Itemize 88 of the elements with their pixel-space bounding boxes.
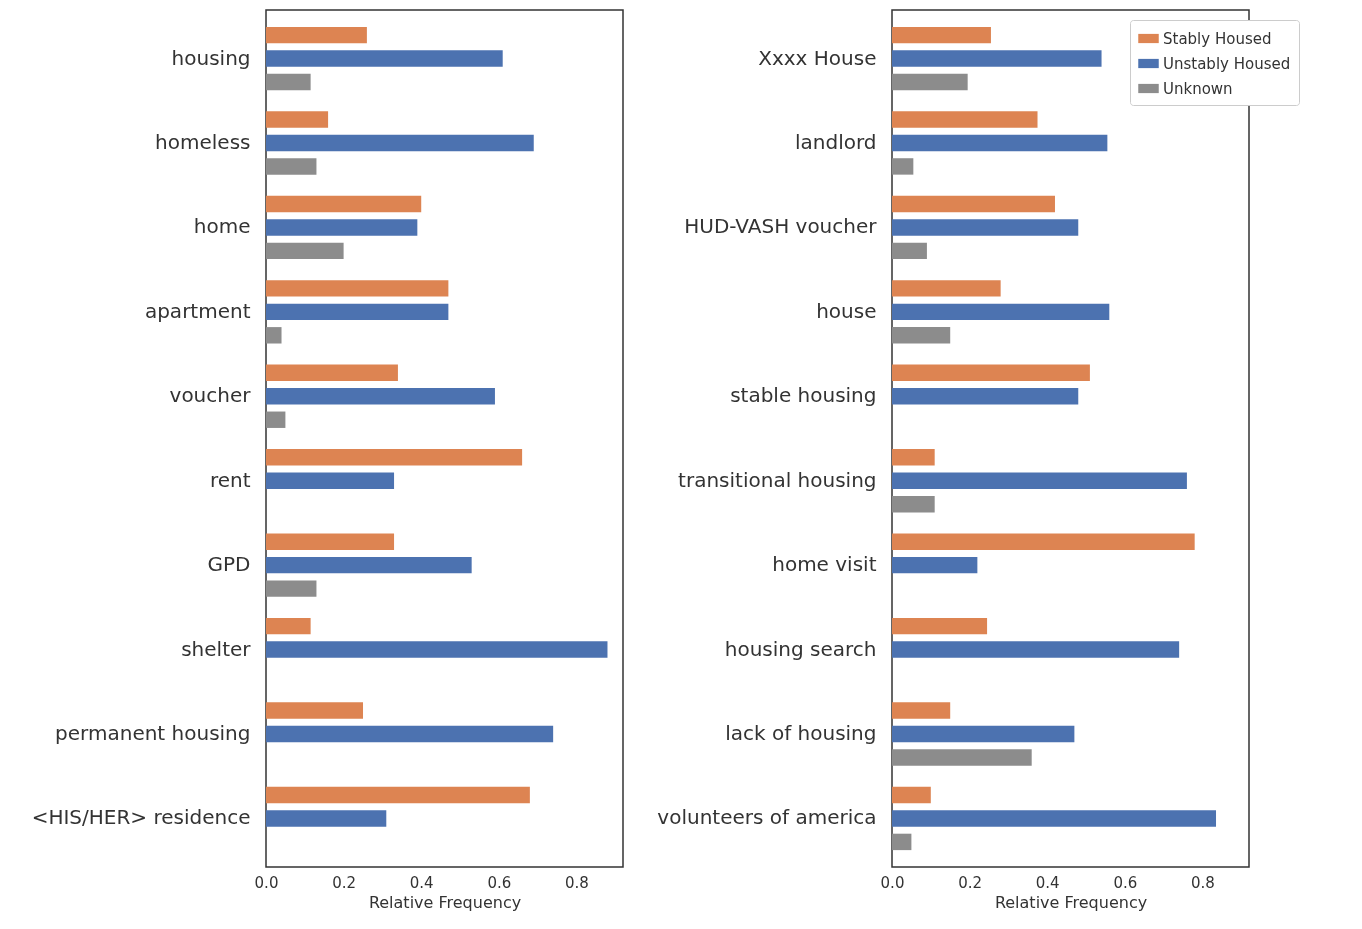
legend-label: Unknown [1163, 79, 1233, 98]
bar [892, 73, 968, 91]
y-tick-label: Xxxx House [758, 45, 877, 70]
bar [266, 810, 387, 827]
bar [266, 580, 317, 597]
bar [892, 617, 988, 635]
bar [266, 111, 329, 128]
x-tick-label: 0.2 [332, 873, 357, 892]
y-tick-label: house [816, 298, 877, 323]
x-tick-label: 0.2 [958, 873, 983, 892]
bar [266, 73, 311, 91]
y-tick-label: landlord [794, 129, 877, 154]
bar [892, 449, 935, 466]
bar [266, 725, 554, 743]
bar [892, 533, 1195, 550]
bar [892, 111, 1038, 128]
bar [892, 280, 1001, 297]
bar [892, 833, 912, 851]
bar [266, 242, 344, 260]
bar [266, 158, 317, 175]
bar [266, 556, 472, 574]
bar [266, 134, 534, 152]
bar [892, 158, 914, 175]
bar [266, 449, 523, 466]
bar [892, 641, 1180, 658]
y-tick-label: home visit [772, 552, 877, 577]
x-axis-title: Relative Frequency [368, 892, 522, 912]
bar [892, 26, 991, 44]
bar [266, 26, 367, 44]
bar [892, 749, 1032, 766]
y-tick-label: lack of housing [725, 721, 877, 746]
x-axis-title: Relative Frequency [994, 892, 1148, 912]
bar [892, 219, 1079, 236]
bar [266, 364, 398, 382]
bar [892, 364, 1090, 382]
y-tick-label: voucher [169, 383, 252, 408]
bar [892, 134, 1108, 152]
y-tick-label: housing search [724, 636, 877, 661]
y-tick-label: HUD-VASH voucher [684, 214, 878, 239]
bar [892, 725, 1075, 743]
y-tick-label: shelter [181, 636, 252, 661]
x-tick-label: 0.6 [1113, 873, 1138, 892]
x-tick-label: 0.4 [409, 873, 434, 892]
y-tick-label: transitional housing [678, 467, 877, 492]
y-tick-label: housing [171, 45, 251, 70]
y-tick-label: GPD [207, 552, 251, 577]
bar [266, 472, 395, 489]
y-tick-label: <HIS/HER> residence [31, 805, 251, 830]
bar [266, 533, 395, 550]
legend-label: Unstably Housed [1163, 54, 1291, 73]
bar [892, 242, 927, 260]
bar [266, 617, 311, 635]
y-tick-label: permanent housing [55, 721, 251, 746]
y-tick-label: home [193, 214, 251, 239]
bar [266, 50, 503, 67]
bar [892, 810, 1217, 827]
y-tick-label: apartment [144, 298, 251, 323]
bar [892, 327, 951, 344]
x-tick-label: 0.0 [254, 873, 279, 892]
bar [892, 702, 951, 719]
bar [266, 327, 282, 344]
x-tick-label: 0.6 [487, 873, 512, 892]
legend-label: Stably Housed [1163, 29, 1272, 48]
bar [892, 786, 931, 804]
bar [266, 786, 530, 804]
bar [892, 388, 1079, 405]
bar [266, 303, 449, 321]
x-tick-label: 0.8 [565, 873, 589, 892]
bar [266, 702, 364, 719]
x-tick-label: 0.8 [1191, 873, 1215, 892]
x-tick-label: 0.4 [1035, 873, 1060, 892]
bar [266, 641, 608, 658]
bar [892, 303, 1110, 321]
bar [266, 219, 418, 236]
bar [266, 388, 495, 405]
y-tick-label: homeless [155, 129, 251, 154]
bar [266, 280, 449, 297]
bar [892, 495, 935, 513]
y-tick-label: stable housing [730, 383, 877, 408]
bar [266, 411, 286, 428]
bar [892, 556, 978, 574]
bar [892, 195, 1055, 213]
y-tick-label: rent [209, 467, 251, 492]
x-tick-label: 0.0 [880, 873, 905, 892]
bar [892, 50, 1102, 67]
bar [266, 195, 422, 213]
y-tick-label: volunteers of america [657, 805, 877, 830]
bar [892, 472, 1187, 489]
